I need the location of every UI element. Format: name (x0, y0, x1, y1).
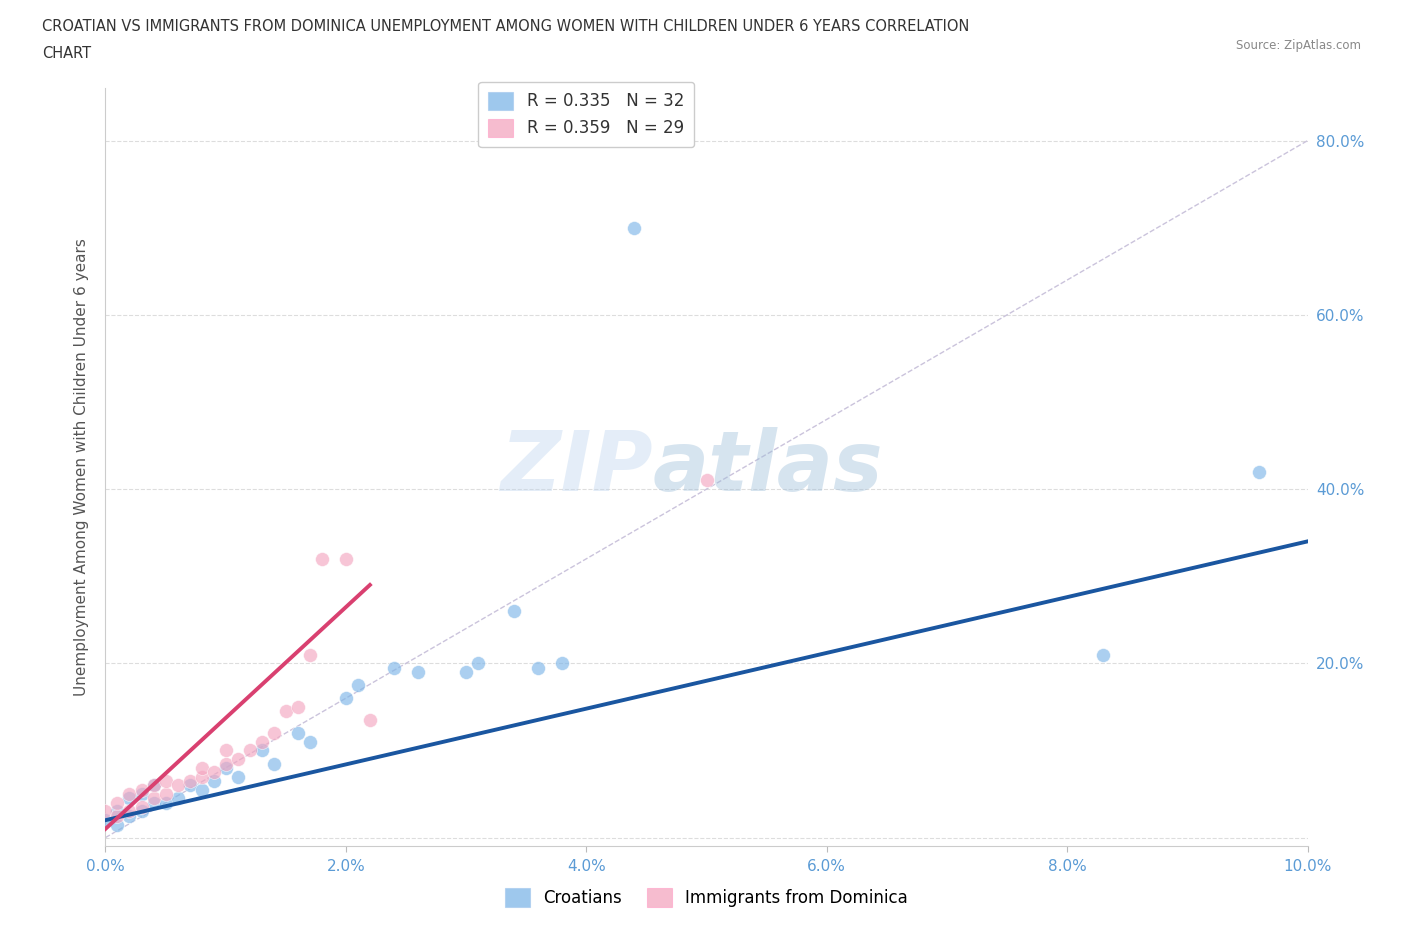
Point (623, 220, 645, 235)
Point (551, 656, 574, 671)
Point (166, 777, 188, 792)
Y-axis label: Unemployment Among Women with Children Under 6 years: Unemployment Among Women with Children U… (75, 238, 90, 697)
Point (335, 551, 357, 566)
Point (131, 800, 153, 815)
Point (155, 787, 177, 802)
Point (142, 777, 165, 792)
Text: CHART: CHART (42, 46, 91, 61)
Point (155, 795, 177, 810)
Text: atlas: atlas (652, 427, 883, 508)
Point (527, 660, 550, 675)
Point (503, 604, 526, 618)
Point (226, 769, 249, 784)
Point (142, 777, 165, 792)
Point (298, 735, 321, 750)
Point (274, 704, 297, 719)
Point (696, 473, 718, 488)
Point (250, 743, 273, 758)
Point (202, 764, 225, 779)
Point (250, 735, 273, 750)
Legend: Croatians, Immigrants from Dominica: Croatians, Immigrants from Dominica (498, 882, 915, 914)
Point (118, 787, 141, 802)
Point (190, 782, 212, 797)
Point (406, 665, 429, 680)
Point (202, 774, 225, 789)
Point (239, 743, 262, 758)
Point (155, 774, 177, 789)
Text: Source: ZipAtlas.com: Source: ZipAtlas.com (1236, 39, 1361, 52)
Point (287, 699, 309, 714)
Text: ZIP: ZIP (499, 427, 652, 508)
Point (179, 777, 201, 792)
Point (107, 804, 129, 819)
Point (131, 804, 153, 819)
Point (263, 725, 285, 740)
Point (142, 790, 165, 805)
Point (190, 769, 212, 784)
Point (131, 782, 153, 797)
Point (118, 808, 141, 823)
Point (467, 656, 489, 671)
Point (359, 712, 381, 727)
Point (454, 665, 477, 680)
Point (287, 725, 309, 740)
Point (131, 787, 153, 802)
Point (107, 808, 129, 823)
Point (94, 813, 117, 828)
Point (1092, 647, 1115, 662)
Point (166, 790, 188, 805)
Point (118, 790, 141, 805)
Point (179, 774, 201, 789)
Point (107, 795, 129, 810)
Point (214, 756, 236, 771)
Point (1249, 464, 1271, 479)
Point (298, 647, 321, 662)
Point (335, 691, 357, 706)
Point (226, 751, 249, 766)
Point (94, 804, 117, 819)
Point (382, 660, 405, 675)
Point (107, 817, 129, 832)
Point (190, 761, 212, 776)
Point (347, 678, 370, 693)
Point (214, 761, 236, 776)
Point (142, 795, 165, 810)
Point (311, 551, 333, 566)
Point (263, 756, 285, 771)
Text: CROATIAN VS IMMIGRANTS FROM DOMINICA UNEMPLOYMENT AMONG WOMEN WITH CHILDREN UNDE: CROATIAN VS IMMIGRANTS FROM DOMINICA UNE… (42, 19, 970, 33)
Point (118, 804, 141, 819)
Point (214, 743, 236, 758)
